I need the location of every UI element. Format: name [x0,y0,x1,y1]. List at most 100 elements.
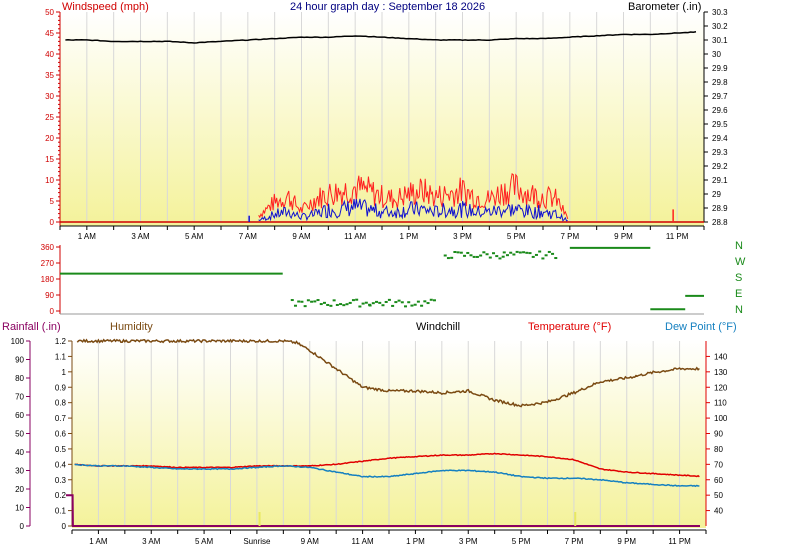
wind-direction-point [509,251,513,254]
humidity-time-tick-label: 9 AM [301,537,320,546]
humidity-time-tick-label: 11 PM [668,537,691,546]
rainfall-percent-tick-label: 100 [11,337,25,346]
humidity-temperature-series [66,338,700,527]
wind-time-tick-label: 5 PM [507,232,526,241]
wind-direction-point [303,305,307,308]
rain-inch-tick-label: 0.7 [55,414,67,423]
wind-direction-point [547,250,551,253]
chart-title: 24 hour graph day : September 18 2026 [290,1,485,13]
humidity-time-tick-label: 3 PM [459,537,478,546]
compass-label: W [735,256,746,268]
wind-time-tick-label: 7 PM [560,232,579,241]
wind-direction-point [466,251,470,254]
wind-direction-axis: 0 90 180 270 360 [41,243,704,316]
humidity-time-tick-label: 11 AM [352,537,374,546]
windspeed-tick-label: 30 [45,92,54,101]
wind-direction-point [485,253,489,256]
temperature-tick-label: 40 [714,507,723,516]
barometer-tick-label: 30.2 [712,22,728,31]
wind-direction-point [423,300,427,303]
rainfall-percent-tick-label: 50 [15,430,24,439]
temperature-tick-label: 110 [714,399,727,408]
wind-direction-point [456,251,460,254]
wind-direction-tick-label: 180 [41,275,55,284]
rainfall-percent-tick-label: 70 [15,393,24,402]
wind-direction-point [472,255,476,258]
wind-direction-point [293,304,297,307]
barometer-tick-label: 29.6 [712,106,728,115]
wind-direction-point [502,251,506,254]
humidity-time-axis: 1 AM 3 AM 5 AM Sunrise 9 AM 11 AM 1 PM 3 PM 5 PM… [71,529,707,546]
wind-direction-point [515,250,519,253]
compass-label: S [735,272,742,284]
rainfall-axis: 0 10 20 30 40 50 60 70 80 90 100 [11,337,31,531]
wind-direction-point [290,299,294,302]
barometer-tick-label: 29.5 [712,120,728,129]
wind-time-tick-label: 11 PM [666,232,689,241]
barometer-line [65,31,697,44]
wind-direction-point [297,300,301,303]
wind-direction-point [313,300,317,303]
wind-direction-point [371,302,375,305]
rain-inch-tick-label: 0.8 [55,399,67,408]
wind-direction-point [426,302,430,305]
wind-direction-point [329,304,333,307]
wind-direction-point [361,302,365,305]
rain-inch-tick-label: 0.6 [55,430,67,439]
temperature-tick-label: 120 [714,383,728,392]
rainfall-percent-tick-label: 20 [15,485,24,494]
rainfall-percent-tick-label: 60 [15,411,24,420]
wind-direction-series [60,246,704,311]
windspeed-tick-label: 50 [45,8,54,17]
wind-direction-point [322,301,326,304]
rainfall-percent-tick-label: 0 [20,522,25,531]
wind-direction-point [364,301,368,304]
barometer-tick-label: 30.3 [712,8,728,17]
wind-direction-point [463,254,467,257]
wind-direction-point [450,256,454,259]
wind-direction-point [432,299,436,302]
wind-direction-point [400,301,404,304]
rain-inch-tick-label: 0.3 [55,476,67,485]
wind-direction-point [541,257,545,260]
temperature-tick-label: 130 [714,368,728,377]
wind-direction-point [384,300,388,303]
barometer-tick-label: 28.9 [712,204,728,213]
wind-direction-point [375,300,379,303]
wind-direction-point [525,251,529,254]
wind-direction-point [469,254,473,257]
humidity-line [76,338,700,408]
windspeed-tick-label: 0 [50,218,55,227]
wind-average-line [258,198,568,222]
wind-direction-point [528,252,532,255]
rain-inch-tick-label: 0.5 [55,445,67,454]
wind-direction-point [348,301,352,304]
barometer-series [65,31,697,44]
wind-direction-point [316,299,320,302]
rain-inch-tick-label: 0.4 [55,460,67,469]
temperature-tick-label: 100 [714,414,728,423]
wind-direction-point [551,252,555,255]
wind-direction-point [410,304,414,307]
compass-label: N [735,240,743,252]
rainfall-axis-label: Rainfall (.in) [2,321,61,333]
windspeed-axis-label: Windspeed (mph) [62,1,149,13]
humidity-time-tick-label: 3 AM [142,537,161,546]
wind-time-tick-label: 5 AM [185,232,204,241]
rain-inch-tick-label: 0 [62,522,67,531]
wind-direction-tick-label: 270 [41,259,55,268]
barometer-tick-label: 29.8 [712,78,728,87]
rainfall-percent-tick-label: 10 [15,504,24,513]
wind-direction-point [407,301,411,304]
rainfall-percent-tick-label: 90 [15,356,24,365]
humidity-time-tick-label: 1 PM [406,537,425,546]
windchill-label: Windchill [416,321,460,333]
wind-direction-point [326,303,330,306]
wind-direction-point [345,303,349,306]
wind-time-tick-label: 11 AM [344,232,366,241]
wind-direction-point [351,299,355,302]
rain-inch-tick-label: 0.1 [55,507,67,516]
wind-direction-point [512,253,516,256]
